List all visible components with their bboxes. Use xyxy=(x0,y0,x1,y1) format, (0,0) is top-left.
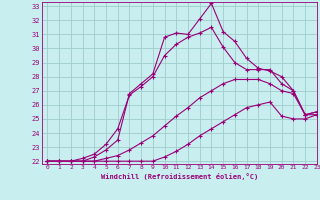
X-axis label: Windchill (Refroidissement éolien,°C): Windchill (Refroidissement éolien,°C) xyxy=(100,173,258,180)
